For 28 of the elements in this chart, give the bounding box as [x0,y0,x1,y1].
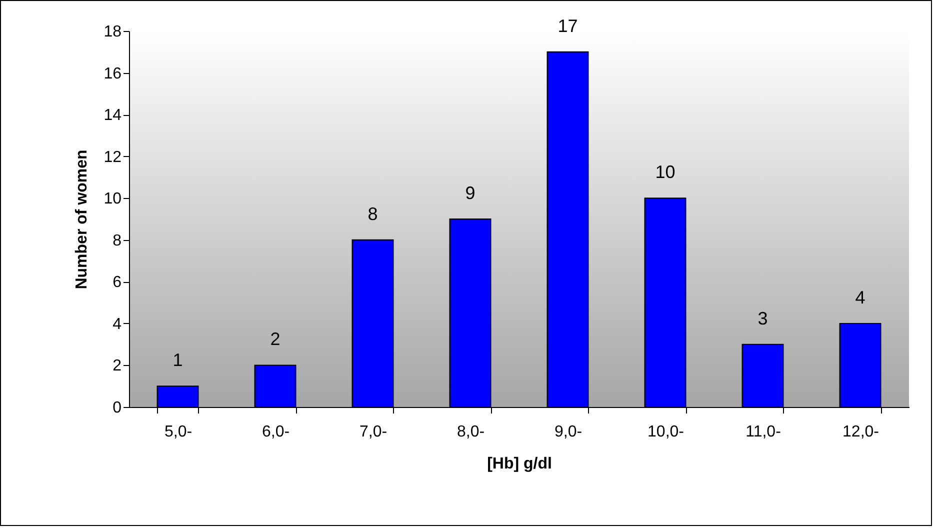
y-tick-label: 18 [104,24,122,40]
data-label: 4 [855,287,866,308]
y-tick-label: 10 [104,190,122,208]
x-tick-label: 5,0- [164,424,192,440]
x-tick-label: 11,0- [746,424,781,440]
x-axis-title: [Hb] g/dl [487,456,552,472]
data-label: 3 [758,308,768,328]
data-label: 10 [655,162,676,182]
data-label: 2 [270,329,280,350]
x-tick-label: 7,0- [359,424,388,440]
y-tick-label: 4 [112,316,122,333]
x-tick-label: 9,0- [554,424,582,440]
x-tick-label: 12,0- [842,424,879,440]
y-tick-label: 8 [112,232,122,250]
x-tick-label: 6,0- [262,424,290,440]
y-tick-label: 14 [104,107,122,124]
y-tick-label: 16 [104,65,122,82]
y-tick-label: 0 [112,400,122,416]
x-tick-label: 8,0- [456,424,485,440]
y-tick-label: 6 [112,274,122,292]
data-label: 8 [368,204,378,224]
data-label: 17 [558,16,578,36]
y-axis-title: Number of women [74,150,91,290]
y-tick-label: 12 [104,148,122,166]
data-label: 9 [465,183,476,203]
y-tick-label: 2 [112,358,122,375]
data-label: 1 [172,350,183,370]
x-tick-label: 10,0- [648,424,684,440]
